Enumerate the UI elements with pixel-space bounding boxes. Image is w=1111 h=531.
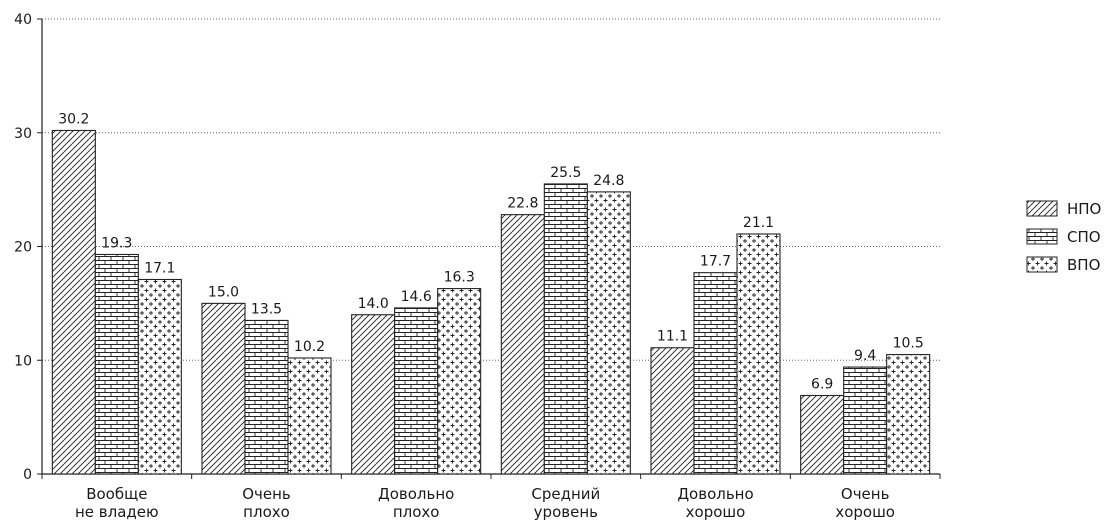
- bar-brick: [543, 183, 588, 475]
- data-label: 25.5: [550, 165, 581, 181]
- y-tick-label: 10: [14, 353, 32, 369]
- bar-cross-dots: [886, 354, 931, 475]
- data-label: 21.1: [743, 215, 774, 231]
- data-labels: 30.2 19.3 17.1 15.0 13.5 10.2 14.0 14.6 16.3 22.8…: [58, 111, 924, 392]
- bar-brick: [94, 253, 139, 475]
- data-label: 14.0: [358, 296, 389, 312]
- data-label: 22.8: [507, 196, 538, 212]
- data-label: 14.6: [401, 289, 432, 305]
- legend-swatch: [1026, 228, 1058, 245]
- data-label: 9.4: [854, 348, 876, 364]
- bar-cross-dots: [437, 288, 482, 475]
- y-tick-label: 40: [14, 12, 32, 28]
- legend-label: ВПО: [1067, 256, 1100, 274]
- bar-cross-dots: [736, 233, 781, 475]
- category-label: не владею: [75, 503, 159, 521]
- bar-diagonal-hatch: [51, 129, 96, 475]
- axes: 0 10 20 30 40: [14, 12, 941, 483]
- category-label: уровень: [534, 503, 598, 521]
- data-label: 24.8: [593, 173, 624, 189]
- legend-swatch: [1026, 256, 1058, 273]
- legend-label: СПО: [1067, 228, 1101, 246]
- category-label: хорошо: [835, 503, 895, 521]
- category-label: плохо: [243, 503, 290, 521]
- y-tick-label: 30: [14, 126, 32, 142]
- data-label: 19.3: [101, 235, 132, 251]
- bar-brick: [693, 272, 738, 475]
- data-label: 30.2: [58, 111, 89, 127]
- bar-diagonal-hatch: [650, 347, 695, 475]
- data-label: 13.5: [251, 301, 282, 317]
- category-label: Довольно: [378, 485, 454, 503]
- legend-swatch: [1026, 200, 1058, 217]
- bar-cross-dots: [586, 191, 631, 475]
- data-label: 16.3: [444, 270, 475, 286]
- bar-brick: [394, 307, 439, 475]
- category-label: Очень: [242, 485, 291, 503]
- legend: НПО СПО ВПО: [1026, 200, 1101, 274]
- data-label: 11.1: [657, 329, 688, 345]
- category-label: плохо: [393, 503, 440, 521]
- category-label: Довольно: [677, 485, 753, 503]
- data-label: 17.7: [700, 254, 731, 270]
- legend-label: НПО: [1067, 200, 1101, 218]
- y-tick-label: 0: [23, 467, 32, 483]
- bar-diagonal-hatch: [500, 214, 545, 475]
- bars: [51, 129, 931, 475]
- data-label: 15.0: [208, 284, 239, 300]
- data-label: 10.2: [294, 339, 325, 355]
- data-label: 17.1: [144, 260, 175, 276]
- y-tick-label: 20: [14, 240, 32, 256]
- category-label: хорошо: [686, 503, 746, 521]
- bar-diagonal-hatch: [800, 394, 845, 475]
- data-label: 6.9: [811, 377, 833, 393]
- category-label: Вообще: [86, 485, 147, 503]
- bar-brick: [843, 366, 888, 475]
- bar-cross-dots: [287, 357, 332, 475]
- bar-diagonal-hatch: [201, 302, 246, 475]
- data-label: 10.5: [893, 336, 924, 352]
- bar-brick: [244, 319, 289, 475]
- bar-diagonal-hatch: [351, 314, 396, 475]
- category-label: Очень: [841, 485, 890, 503]
- category-label: Средний: [531, 485, 600, 503]
- bar-cross-dots: [137, 278, 182, 475]
